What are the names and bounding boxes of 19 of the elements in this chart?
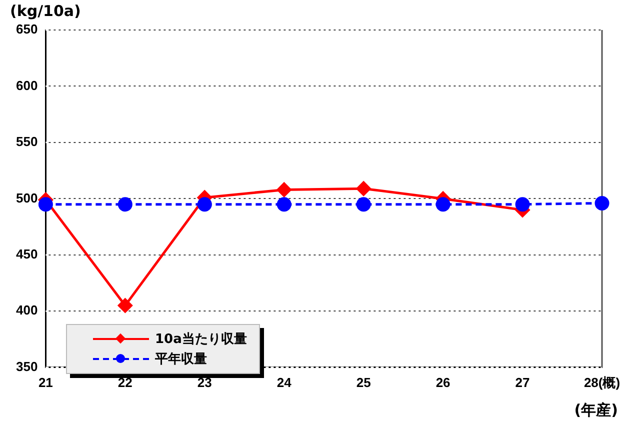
y-axis-title: (kg/10a) — [10, 2, 81, 20]
legend-label: 10a当たり収量 — [155, 331, 247, 348]
y-tick-label: 450 — [16, 246, 38, 262]
x-tick-label: 28(概) — [584, 374, 620, 390]
y-tick-label: 650 — [16, 22, 38, 37]
x-tick-label: 24 — [276, 374, 292, 390]
x-tick-label: 21 — [38, 374, 53, 390]
y-tick-label: 350 — [16, 358, 38, 374]
x-tick-label: 25 — [356, 374, 371, 390]
x-tick-label: 26 — [436, 374, 450, 390]
y-tick-label: 500 — [16, 190, 38, 206]
x-tick-label: 27 — [515, 374, 530, 390]
x-axis-title: (年産) — [574, 401, 618, 420]
y-tick-label: 400 — [16, 302, 38, 318]
x-tick-label: 22 — [118, 374, 132, 390]
y-tick-label: 600 — [16, 78, 38, 93]
legend-label: 平年収量 — [155, 351, 207, 368]
x-tick-label: 23 — [197, 374, 212, 390]
y-tick-label: 550 — [16, 134, 38, 150]
